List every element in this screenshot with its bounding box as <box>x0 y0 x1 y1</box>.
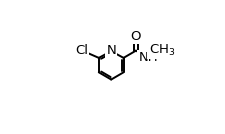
Text: Cl: Cl <box>75 44 88 57</box>
Text: CH$_3$: CH$_3$ <box>148 43 174 58</box>
Text: O: O <box>130 30 141 43</box>
Text: N: N <box>106 44 116 57</box>
Text: NH: NH <box>138 51 158 64</box>
